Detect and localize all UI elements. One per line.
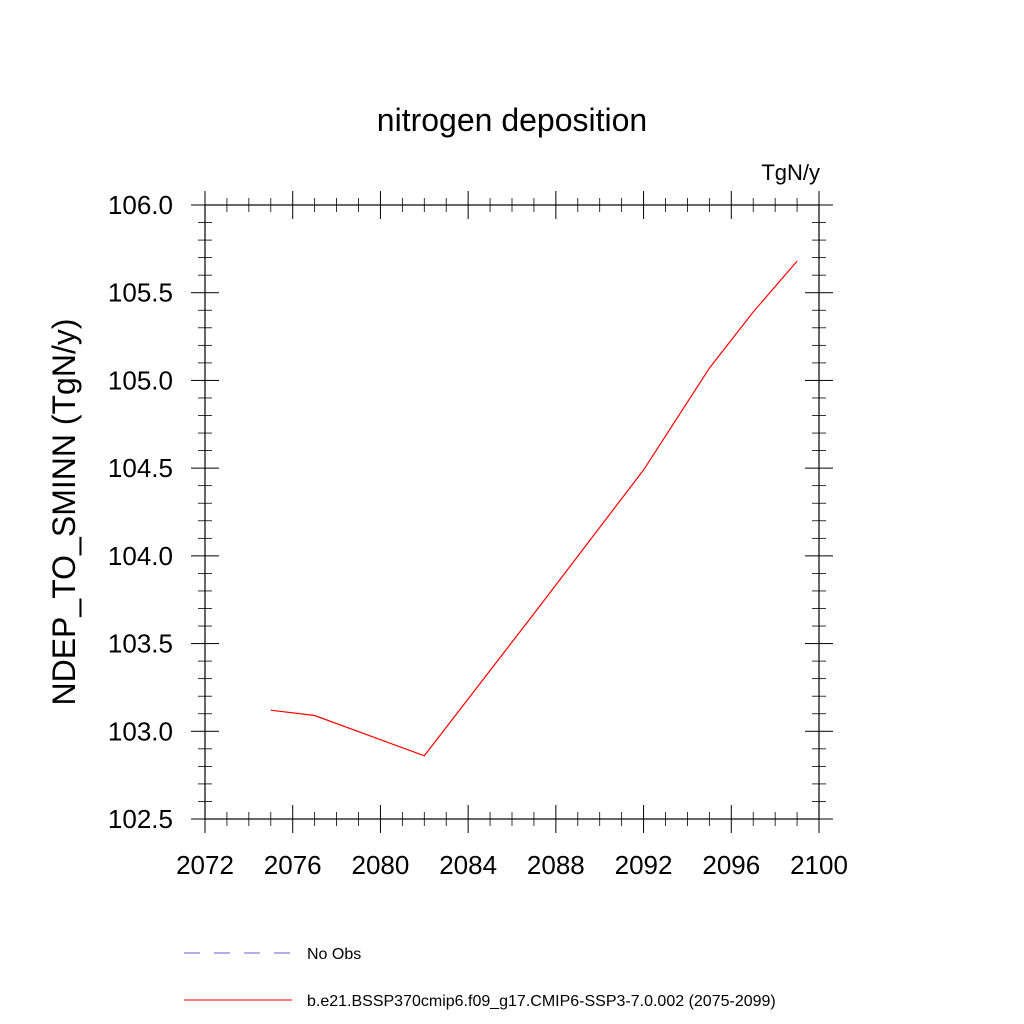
x-tick-label: 2084 [439,850,497,880]
x-tick-label: 2076 [264,850,322,880]
x-tick-label: 2092 [615,850,673,880]
y-tick-label: 105.0 [108,365,173,395]
y-tick-label: 105.5 [108,278,173,308]
plot-frame [204,204,820,820]
units-label: TgN/y [761,160,820,185]
y-axis-label: NDEP_TO_SMINN (TgN/y) [46,318,82,705]
y-tick-label: 104.0 [108,541,173,571]
legend-label-0: No Obs [307,946,361,963]
y-tick-label: 102.5 [108,804,173,834]
x-tick-label: 2096 [702,850,760,880]
y-tick-label: 103.5 [108,629,173,659]
x-tick-label: 2100 [790,850,848,880]
series-line-1 [270,260,798,757]
y-tick-label: 103.0 [108,716,173,746]
x-tick-label: 2072 [176,850,234,880]
y-tick-label: 104.5 [108,453,173,483]
chart-title: nitrogen deposition [377,102,647,138]
y-tick-label: 106.0 [108,190,173,220]
legend: No Obs b.e21.BSSP370cmip6.f09_g17.CMIP6-S… [184,946,776,1010]
x-tick-label: 2080 [352,850,410,880]
x-tick-label: 2088 [527,850,585,880]
axis-ticks [191,191,833,833]
legend-label-1: b.e21.BSSP370cmip6.f09_g17.CMIP6-SSP3-7.… [307,993,776,1010]
tick-labels: 2072 2076 2080 2084 2088 2092 2096 2100 102.5 103… [108,190,848,880]
series-layer [270,260,798,757]
